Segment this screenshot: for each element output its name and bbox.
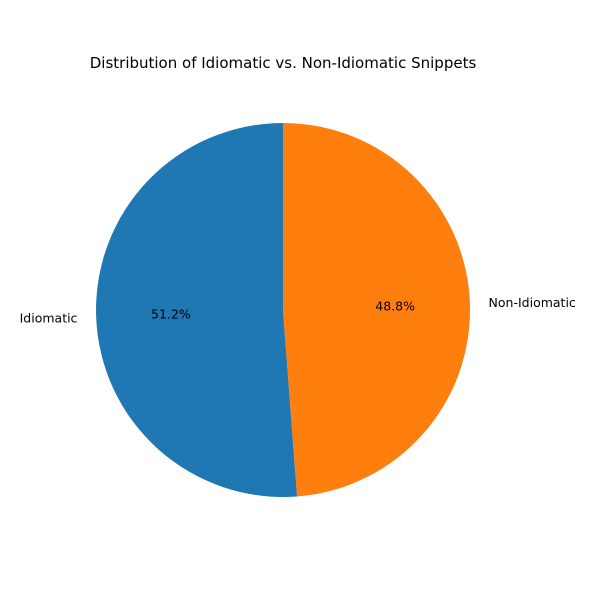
slice-label-non-idiomatic: Non-Idiomatic (489, 295, 576, 310)
pie-slice-non-idiomatic (283, 123, 471, 497)
percent-label-idiomatic: 51.2% (151, 307, 191, 322)
pie-slices (96, 123, 471, 497)
pie-slice-idiomatic (96, 123, 298, 497)
pie-labels: Idiomatic 51.2% Non-Idiomatic 48.8% (20, 295, 576, 326)
percent-label-non-idiomatic: 48.8% (375, 298, 415, 313)
chart-title: Distribution of Idiomatic vs. Non-Idioma… (90, 54, 477, 72)
slice-label-idiomatic: Idiomatic (20, 310, 78, 325)
